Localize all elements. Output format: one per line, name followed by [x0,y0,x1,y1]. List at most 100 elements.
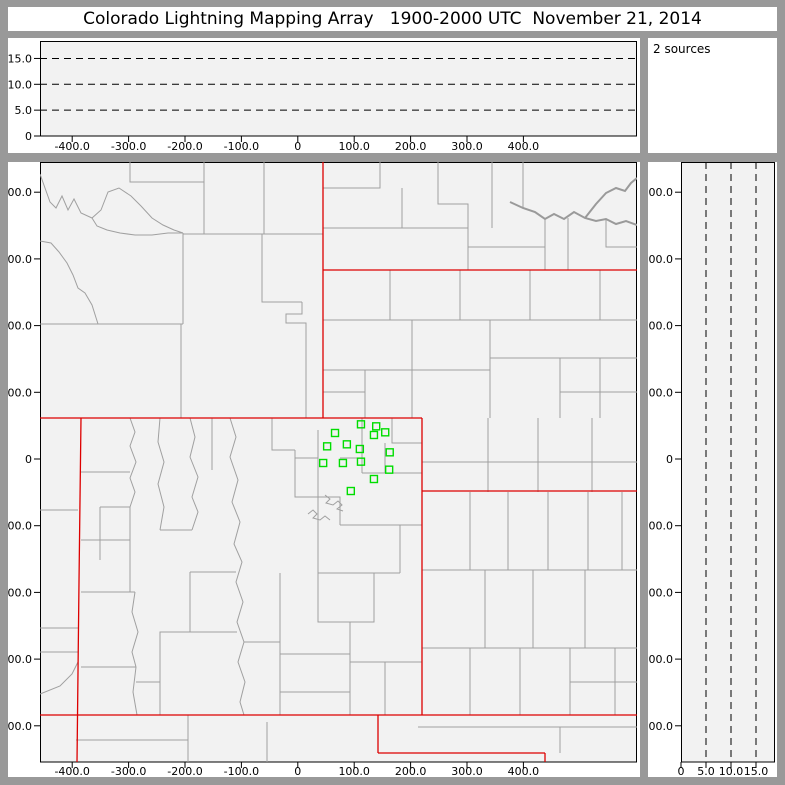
y-tick-label: 5.0 [15,104,33,117]
lma-station-marker [356,420,366,429]
county-line [349,573,375,654]
county-line [40,240,99,325]
lma-station-marker [342,440,352,449]
x-tick-label: 200.0 [395,765,427,777]
x-tick-label: 15.0 [744,765,769,777]
lma-station-marker [346,486,356,496]
y-tick-label: 200.0 [8,320,32,333]
lma-station-marker [355,444,365,454]
state-border-line [76,417,82,762]
county-line [40,661,79,695]
x-tick-label: 100.0 [338,140,370,153]
x-tick-label: 300.0 [451,140,483,153]
county-line [285,302,307,418]
x-tick-label: 400.0 [508,765,540,777]
y-tick-label: -400.0 [8,720,32,733]
x-tick-label: 10.0 [719,765,744,777]
x-tick-label: 0 [294,765,301,777]
x-tick-label: 0 [294,140,301,153]
lma-station-marker [384,465,394,474]
lma-station-marker [318,458,328,468]
y-tick-label: -200.0 [648,586,673,599]
y-tick-label: 100.0 [648,386,673,399]
county-line [132,666,138,716]
x-tick-label: 200.0 [395,140,427,153]
county-line [271,418,295,451]
lma-station-marker [369,430,379,440]
y-tick-label: 10.0 [8,78,32,91]
county-line [159,572,191,715]
y-tick-label: 300.0 [648,253,673,266]
county-line [157,417,165,531]
county-line [91,217,183,236]
lma-station-marker [385,448,394,457]
y-tick-label: -300.0 [648,653,673,666]
x-tick-label: -100.0 [224,140,259,153]
x-tick-label: 5.0 [697,765,715,777]
y-tick-label: 400.0 [648,186,673,199]
title-bar: Colorado Lightning Mapping Array 1900-20… [8,7,777,31]
y-tick-label: 0 [25,453,32,466]
y-tick-label: 15.0 [8,52,32,65]
county-line [605,219,637,248]
x-tick-label: -200.0 [167,765,202,777]
y-tick-label: 200.0 [648,320,673,333]
county-line [40,173,184,234]
county-line [294,430,319,459]
lma-station-marker [356,457,366,466]
y-tick-label: 300.0 [8,253,32,266]
river-line [509,201,637,226]
county-line [437,162,469,270]
altitude-ew-plot-area [40,41,637,137]
county-line [324,494,344,512]
county-line [294,458,318,498]
lma-station-marker [371,422,381,431]
x-tick-label: -400.0 [54,765,89,777]
county-line [391,418,422,444]
x-tick-label: 100.0 [338,765,370,777]
x-tick-label: -300.0 [111,140,146,153]
y-tick-label: -200.0 [8,586,32,599]
county-line [317,573,350,623]
altitude-ns-plot[interactable]: 0 5.0 10.015.0 400.0 300.0 200.0 100.0 0 -100.0 -… [648,162,777,777]
plan-view-plot[interactable]: 400.0 300.0 200.0 100.0 0 -100.0 -200.0 -300.0 -… [8,162,640,777]
y-tick-label: 100.0 [8,386,32,399]
altitude-ew-panel-box: 0 5.0 10.0 15.0 -400.0 -300.0 -200.0 -100.0 0 100… [8,38,640,153]
x-tick-label: -100.0 [224,765,259,777]
plan-view-panel-box: 400.0 300.0 200.0 100.0 0 -100.0 -200.0 -300.0 -… [8,162,640,777]
county-line [129,417,137,508]
lma-station-marker [381,428,390,437]
x-tick-label: 400.0 [508,140,540,153]
county-line [261,234,302,303]
river-line [584,177,637,219]
lma-station-marker [338,458,348,468]
sources-panel: 2 sources [648,38,777,153]
y-tick-label: -300.0 [8,653,32,666]
county-line [307,509,331,521]
x-tick-label: -300.0 [111,765,146,777]
altitude-ns-panel-box: 0 5.0 10.015.0 400.0 300.0 200.0 100.0 0 -100.0 -… [648,162,777,777]
county-line [131,591,139,668]
county-line [323,162,381,189]
y-tick-label: -400.0 [648,720,673,733]
altitude-ns-plot-area [681,162,775,763]
lma-station-marker [322,442,332,451]
lma-station-marker [369,474,379,484]
sources-count-label: 2 sources [653,42,711,56]
lma-station-marker [330,428,340,438]
y-tick-label: 0 [25,130,32,143]
county-line [318,496,341,525]
county-line [189,417,199,531]
altitude-ew-plot[interactable]: 0 5.0 10.0 15.0 -400.0 -300.0 -200.0 -100.0 0 100… [8,38,640,153]
page-title: Colorado Lightning Mapping Array 1900-20… [83,9,702,29]
y-tick-label: -100.0 [8,520,32,533]
y-tick-label: 0 [666,453,673,466]
x-tick-label: -200.0 [167,140,202,153]
map-layers [40,162,637,762]
county-line [129,162,204,183]
x-tick-label: -400.0 [54,140,89,153]
y-tick-label: 400.0 [8,186,32,199]
county-line [229,417,246,716]
x-tick-label: 300.0 [451,765,483,777]
y-tick-label: -100.0 [648,520,673,533]
